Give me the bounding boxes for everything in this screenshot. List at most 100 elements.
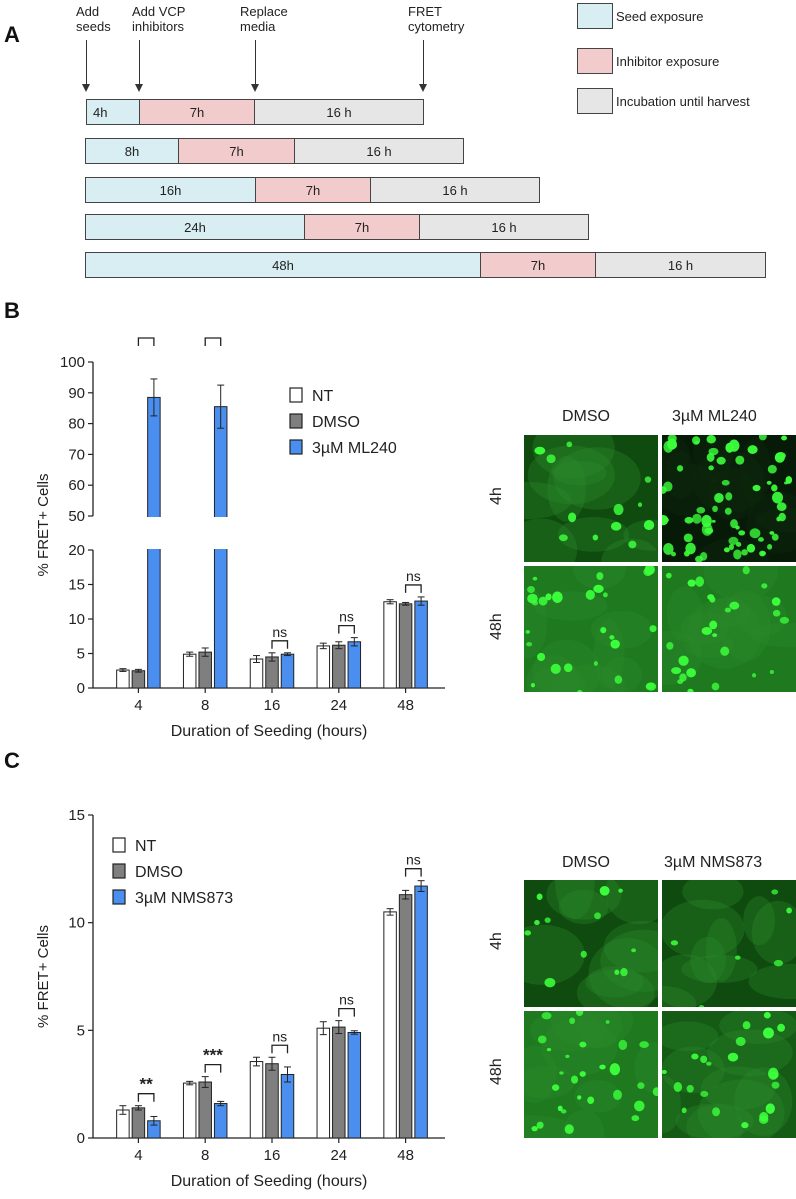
y-tick-label: 20 bbox=[68, 542, 85, 559]
y-tick-label: 100 bbox=[60, 354, 85, 371]
bar bbox=[116, 669, 130, 689]
fluorescent-cell bbox=[662, 1069, 667, 1075]
fluorescent-cell bbox=[634, 1100, 645, 1112]
significance-label: ns bbox=[406, 568, 421, 584]
cell-haze bbox=[662, 463, 720, 517]
fluorescent-cell bbox=[747, 445, 758, 454]
fluorescent-cell bbox=[565, 1054, 570, 1059]
cell-haze bbox=[690, 936, 726, 984]
fluorescent-cell bbox=[758, 1115, 769, 1124]
x-tick-label: 4 bbox=[134, 1147, 142, 1164]
fluorescent-cell bbox=[683, 533, 693, 543]
cell-haze bbox=[675, 1103, 754, 1138]
cell-haze bbox=[555, 880, 595, 920]
fluorescent-cell bbox=[727, 1052, 739, 1062]
fluorescent-cell bbox=[649, 625, 657, 633]
micrograph-dmso-4h bbox=[524, 435, 658, 562]
bar bbox=[280, 1073, 295, 1139]
fluorescent-cell bbox=[685, 542, 696, 555]
fluorescent-cell bbox=[712, 633, 718, 638]
fluorescent-cell bbox=[613, 503, 624, 516]
fluorescent-cell bbox=[563, 663, 573, 673]
seed-segment: 4h bbox=[86, 99, 140, 125]
legend-seed-exposure: Seed exposure bbox=[577, 3, 703, 29]
fluorescent-cell bbox=[772, 491, 784, 504]
fluorescent-cell bbox=[531, 1125, 538, 1132]
bar bbox=[249, 658, 264, 689]
fluorescent-cell bbox=[686, 1084, 694, 1093]
fluorescent-cell bbox=[546, 1048, 552, 1052]
fluorescent-cell bbox=[746, 543, 756, 553]
significance-bracket bbox=[137, 1093, 155, 1102]
y-axis-label: % FRET+ Cells bbox=[35, 925, 52, 1028]
cell-haze bbox=[739, 437, 772, 504]
fluorescent-cell bbox=[773, 959, 784, 967]
x-tick-label: 16 bbox=[264, 697, 281, 714]
cell-haze bbox=[662, 1046, 725, 1094]
bar bbox=[316, 645, 331, 689]
bar-break-gap bbox=[213, 517, 228, 549]
x-tick-label: 16 bbox=[264, 1147, 281, 1164]
fluorescent-cell bbox=[560, 1109, 567, 1114]
cell-haze bbox=[719, 1011, 796, 1044]
fluorescent-cell bbox=[741, 549, 748, 556]
legend-label: 3µM NMS873 bbox=[135, 890, 233, 907]
fluorescent-cell bbox=[778, 512, 786, 522]
legend-swatch: Seed exposure bbox=[577, 3, 703, 29]
y-tick-label: 15 bbox=[68, 807, 85, 824]
arrow-down-icon bbox=[419, 40, 427, 92]
bar bbox=[182, 1082, 197, 1139]
fluorescent-cell bbox=[577, 690, 583, 692]
fluorescent-cell bbox=[725, 442, 734, 453]
fluorescent-cell bbox=[544, 977, 556, 988]
fluorescent-cell bbox=[758, 537, 764, 542]
fluorescent-cell bbox=[614, 969, 620, 975]
significance-label: ns bbox=[272, 624, 287, 640]
y-tick-label: 5 bbox=[77, 1022, 85, 1039]
fluorescent-cell bbox=[537, 1035, 547, 1044]
cell-haze bbox=[576, 969, 655, 1007]
significance-label: ns bbox=[406, 852, 421, 868]
fluorescent-cell bbox=[594, 912, 601, 920]
fluorescent-cell bbox=[706, 435, 716, 444]
fluorescent-cell bbox=[673, 1081, 683, 1093]
fluorescent-cell bbox=[707, 594, 715, 600]
bar-break-gap bbox=[146, 517, 162, 549]
incubation-segment: 16 h bbox=[370, 177, 540, 203]
cell-haze bbox=[751, 900, 796, 965]
fluorescent-cell bbox=[758, 435, 767, 441]
significance-bracket bbox=[404, 584, 422, 593]
legend-label: Incubation until harvest bbox=[616, 94, 750, 109]
cell-haze bbox=[524, 481, 572, 520]
cell-haze bbox=[662, 1021, 719, 1052]
fluorescent-cell bbox=[700, 1055, 708, 1064]
bar bbox=[265, 656, 279, 689]
micrograph-background bbox=[662, 880, 796, 1007]
fluorescent-cell bbox=[729, 601, 740, 610]
bar bbox=[280, 653, 295, 689]
fluorescent-cell bbox=[678, 655, 689, 666]
cell-haze bbox=[743, 896, 776, 946]
inhibitor-segment: 7h bbox=[178, 138, 295, 164]
fluorescent-cell bbox=[742, 1021, 751, 1030]
cell-haze bbox=[602, 656, 642, 692]
significance-label: ns bbox=[339, 609, 354, 625]
x-tick-label: 4 bbox=[134, 697, 142, 714]
fluorescent-cell bbox=[709, 620, 718, 630]
fluorescent-cell bbox=[663, 542, 674, 555]
image-header-dmso: DMSO bbox=[562, 408, 610, 425]
significance-bracket bbox=[338, 1007, 355, 1017]
cell-haze bbox=[601, 538, 658, 562]
significance-label: *** bbox=[203, 1046, 223, 1065]
cell-haze bbox=[666, 586, 703, 642]
fluorescent-cell bbox=[580, 950, 587, 958]
fluorescent-cell bbox=[568, 512, 577, 523]
y-tick-label: 0 bbox=[77, 680, 85, 697]
fluorescent-cell bbox=[666, 642, 674, 650]
step-fret-cytometry: FRET cytometry bbox=[408, 4, 465, 34]
fluorescent-cell bbox=[637, 1082, 645, 1089]
fluorescent-cell bbox=[711, 519, 716, 523]
fluorescent-cell bbox=[639, 1041, 649, 1048]
fluorescent-cell bbox=[631, 1115, 640, 1122]
seed-segment: 48h bbox=[85, 252, 481, 278]
